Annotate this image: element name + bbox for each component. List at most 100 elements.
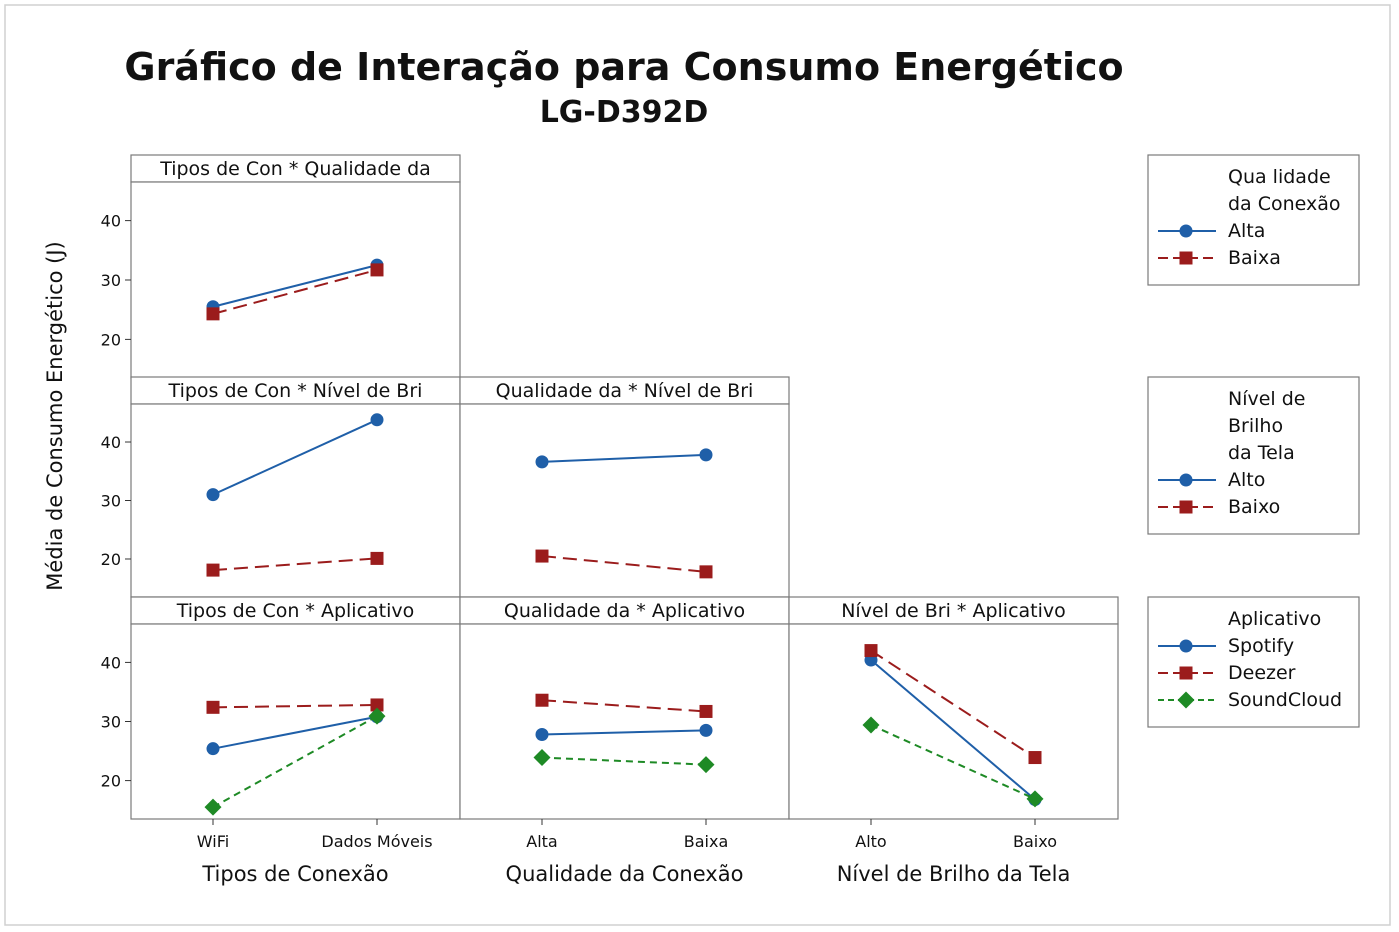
series-soundcloud xyxy=(204,707,386,816)
data-point xyxy=(370,698,384,712)
data-point xyxy=(535,693,549,707)
data-point xyxy=(533,749,551,767)
data-point xyxy=(699,565,713,579)
data-point xyxy=(1026,790,1044,808)
legend-marker xyxy=(1179,500,1193,514)
legend-marker xyxy=(1179,224,1193,238)
series-line xyxy=(212,268,378,315)
y-tick-label: 20 xyxy=(101,772,121,791)
data-point xyxy=(535,549,549,563)
series-line xyxy=(212,715,378,809)
x-tick-label: Baixo xyxy=(1013,832,1057,851)
panel-header xyxy=(130,596,461,625)
x-axes: WiFi Dados Móveis Tipos de Conexão Alta Baix… xyxy=(197,819,1070,886)
panel-body xyxy=(459,623,790,820)
chart-title: Gráfico de Interação para Consumo Energé… xyxy=(124,45,1123,89)
series-line xyxy=(541,453,707,463)
y-tick-label: 20 xyxy=(101,330,121,349)
legend-title: da Conexão xyxy=(1228,193,1341,215)
x-axis-label: Qualidade da Conexão xyxy=(506,862,744,886)
data-point xyxy=(699,704,713,718)
panel-header xyxy=(130,376,461,405)
series-line xyxy=(541,555,707,573)
data-point xyxy=(204,798,222,816)
data-point xyxy=(699,448,713,462)
panel-body xyxy=(130,623,461,820)
series-line xyxy=(870,659,1036,801)
legend-title: Aplicativo xyxy=(1228,608,1321,630)
series-line xyxy=(212,715,378,750)
panel-6: Nível de Bri * Aplicativo xyxy=(788,596,1119,820)
legend-entry: Alto xyxy=(1228,469,1265,491)
series-line xyxy=(212,703,378,709)
legend-marker xyxy=(1179,666,1193,680)
series-line xyxy=(212,418,378,496)
data-point xyxy=(370,551,384,565)
x-tick-label: Dados Móveis xyxy=(321,832,432,851)
legend-entry: SoundCloud xyxy=(1228,689,1342,711)
y-tick-label: 30 xyxy=(101,713,121,732)
panel-4: Tipos de Con * Aplicativo 20 30 40 xyxy=(101,596,461,820)
data-point xyxy=(699,723,713,737)
legend-marker xyxy=(1177,691,1195,709)
legend-entry: Baixo xyxy=(1228,496,1280,518)
legend-title: Nível de xyxy=(1228,388,1306,410)
data-point xyxy=(864,644,878,658)
panel-body xyxy=(788,623,1119,820)
data-point xyxy=(206,488,220,502)
legend-title: da Tela xyxy=(1228,442,1295,464)
legend-entry: Baixa xyxy=(1228,247,1281,269)
panel-title: Tipos de Con * Aplicativo xyxy=(176,600,415,622)
data-point xyxy=(206,307,220,321)
x-tick-label: WiFi xyxy=(197,832,229,851)
panel-header xyxy=(459,376,790,405)
x-tick-label: Alto xyxy=(855,832,886,851)
series-line xyxy=(541,699,707,713)
panel-3: Qualidade da * Nível de Bri xyxy=(459,376,790,598)
panel-title: Qualidade da * Aplicativo xyxy=(504,600,745,622)
series-line xyxy=(870,649,1036,759)
y-tick-label: 30 xyxy=(101,492,121,511)
series-baixa xyxy=(206,263,384,321)
series-deezer xyxy=(864,644,1042,765)
series-line xyxy=(212,557,378,572)
data-point xyxy=(368,707,386,725)
data-point xyxy=(206,742,220,756)
data-point xyxy=(1028,751,1042,765)
data-point xyxy=(862,716,880,734)
y-tick-label: 40 xyxy=(101,653,121,672)
legend-1: Qua lidade da Conexão Alta Baixa xyxy=(1147,154,1360,286)
legend-title: Qua lidade xyxy=(1228,166,1331,188)
data-point xyxy=(535,728,549,741)
data-point xyxy=(535,455,549,469)
series-deezer xyxy=(535,693,713,718)
series-baixo xyxy=(535,549,713,579)
data-point xyxy=(697,756,715,774)
x-tick-label: Baixa xyxy=(684,832,729,851)
legends: Qua lidade da Conexão Alta Baixa Nível de Bri… xyxy=(1147,154,1360,728)
legend-entry: Alta xyxy=(1228,220,1265,242)
panel-2: Tipos de Con * Nível de Bri 20 30 40 xyxy=(101,376,461,598)
data-point xyxy=(206,563,220,577)
legend-marker xyxy=(1179,473,1193,487)
panel-header xyxy=(130,154,461,183)
series-soundcloud xyxy=(862,716,1044,808)
series-line xyxy=(212,264,378,308)
legend-entry: Deezer xyxy=(1228,662,1296,684)
data-point xyxy=(206,700,220,714)
legend-title: Brilho xyxy=(1228,415,1283,437)
legend-2: Nível de Brilho da Tela Alto Baixo xyxy=(1147,376,1360,535)
series-soundcloud xyxy=(533,749,715,774)
y-tick-label: 40 xyxy=(101,433,121,452)
series-alto xyxy=(535,448,713,469)
panel-5: Qualidade da * Aplicativo xyxy=(459,596,790,820)
panel-title: Qualidade da * Nível de Bri xyxy=(496,380,754,402)
series-line xyxy=(870,724,1036,800)
panel-1: Tipos de Con * Qualidade da 20 30 40 xyxy=(101,154,461,379)
y-tick-label: 30 xyxy=(101,271,121,290)
data-point xyxy=(370,413,384,427)
y-axis-label: Média de Consumo Energético (J) xyxy=(43,241,67,590)
legend-entry: Spotify xyxy=(1228,635,1294,657)
legend-marker xyxy=(1179,639,1193,653)
